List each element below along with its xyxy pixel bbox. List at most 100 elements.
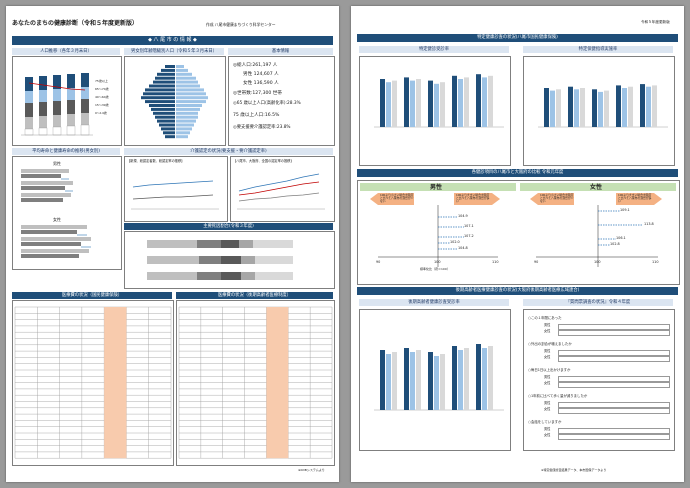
questionnaire-row-label: 男性 [544, 349, 551, 353]
pyramid-female-bar [176, 65, 184, 68]
bar-national [628, 86, 633, 127]
basic-care: ◎要支援要介護認定率:23.8% [233, 125, 291, 130]
male-val-1: 104.9 [458, 214, 468, 218]
questionnaire-row-line [558, 434, 670, 440]
pyramid-male-bar [151, 107, 175, 111]
pyramid-female-bar [176, 111, 198, 115]
life-box: 男性 女性 [12, 156, 122, 270]
axis-100-m: 100 [434, 260, 441, 264]
checkup-sub-1: 特定健診受診率 [359, 46, 509, 53]
male-val-2: 107.1 [464, 224, 474, 228]
bar-yao [404, 77, 409, 127]
pyramid-male-bar [145, 100, 175, 104]
care-line-chart-2 [237, 173, 325, 210]
life-male-label: 男性 [53, 161, 61, 166]
bar-national [488, 75, 493, 127]
author-line: 作成 八尾市健康まちづくり科学センター [206, 22, 276, 27]
female-val-4: 102.8 [610, 242, 620, 246]
elderly-header: 後期高齢者医療健康診査の状況(大阪府後期高齢者医療広域連合) [357, 287, 678, 295]
population-pyramid [141, 65, 208, 139]
questionnaire-item: ○1年前に比べて歩く量が減りましたか [528, 394, 588, 398]
checkup-chart-2 [523, 56, 675, 166]
compare-arrows [370, 193, 662, 267]
bar-national [464, 77, 469, 127]
questionnaire-row-line [558, 402, 670, 408]
checkup-header: 特定健康診査の状況(八尾市国民健康保険) [357, 34, 678, 42]
med-header: 医療費の状況（国民健康保険） [12, 292, 172, 299]
bar-yao [476, 344, 481, 410]
male-val-4: 102.0 [450, 240, 460, 244]
left-page: あなたのまちの健康診断（令和５年度更新版） 作成 八尾市健康まちづくり科学センタ… [6, 6, 339, 482]
questionnaire-row-label: 女性 [544, 407, 551, 411]
population-header: 人口推移（各年３月末日） [12, 48, 120, 55]
compare-box: 男性 女性 100より小さい場合大阪府と比べて八尾市の割合が少ない 100より大… [357, 180, 680, 285]
pyramid-female-bar [176, 96, 208, 100]
population-stacked-bars [21, 73, 93, 136]
pyramid-female-bar [176, 119, 196, 123]
population-chart-box: 75歳以上 65〜74歳 40〜64歳 15〜39歳 0〜14歳 [12, 56, 122, 146]
bar-yao [380, 350, 385, 410]
pop-legend-1: 75歳以上 [95, 79, 108, 83]
bar-osaka [410, 352, 415, 410]
bar-yao [592, 89, 597, 127]
compare-left-box-f: 100より小さい場合大阪府と比べて八尾市の割合が少ない [540, 193, 574, 204]
female-val-1: 109.1 [620, 208, 630, 212]
year-label: 令和５年度更新版 [641, 20, 670, 24]
basic-total: ◎総人口:261,197 人 [233, 63, 278, 68]
pyramid-male-bar [161, 68, 175, 72]
pyramid-male-bar [145, 88, 175, 92]
questionnaire-row-line [558, 376, 670, 382]
pop-legend-3: 40〜64歳 [95, 95, 109, 99]
basic-aging: ◎65 歳以上人口(高齢化率):28.3% [233, 101, 301, 106]
pyramid-male-bar [153, 111, 175, 115]
compare-left-box: 100より小さい場合大阪府と比べて八尾市の割合が少ない [380, 193, 414, 204]
pyramid-male-bar [165, 65, 175, 68]
bar-national [488, 346, 493, 410]
pyramid-male-bar [163, 131, 175, 135]
questionnaire-row-line [558, 356, 670, 362]
axis-90-m: 90 [376, 260, 381, 264]
care-line-chart-1 [131, 180, 219, 210]
death-cause-bars [147, 240, 293, 280]
bar-national [416, 350, 421, 410]
death-header: 主要死因割合(令和３年度) [124, 223, 333, 230]
compare-right-box-f: 100より大きい場合大阪府と比べて八尾市の割合が多い [618, 193, 652, 204]
pyramid-male-bar [153, 80, 175, 84]
bar-national [440, 354, 445, 410]
basic-box: ◎総人口:261,197 人 男性 124,607 人 女性 136,590 人… [228, 56, 335, 146]
pyramid-male-bar [157, 119, 175, 123]
elderly-sub-1: 後期高齢者健康診査受診率 [359, 299, 509, 306]
life-header: 平均寿命と健康寿命の推移(男女別) [12, 148, 120, 155]
pyramid-female-bar [176, 127, 192, 131]
compare-right-box: 100より大きい場合大阪府と比べて八尾市の割合が多い [456, 193, 490, 204]
questionnaire-row-label: 女性 [544, 355, 551, 359]
pyramid-male-bar [143, 92, 175, 96]
basic-header: 基本情報 [228, 48, 333, 55]
bar-osaka [482, 348, 487, 410]
med-table-grid [14, 306, 172, 459]
bar-osaka [550, 90, 555, 127]
questionnaire-row-label: 男性 [544, 401, 551, 405]
pyramid-male-bar [155, 115, 175, 119]
pyramid-female-bar [176, 135, 188, 139]
elderly-bars [374, 344, 504, 411]
questionnaire-row-label: 男性 [544, 375, 551, 379]
pyramid-male-bar [149, 104, 175, 107]
male-banner [360, 183, 516, 191]
compare-header: 各健診項目の八尾市と大阪府の比較 令和元年度 [357, 169, 678, 177]
right-footer: ※特定健康診査結果データ、本市国保データより [541, 468, 607, 472]
bar-yao [544, 88, 549, 127]
axis-mid-m: 標準化比（府＝100） [420, 267, 450, 271]
bar-osaka [598, 91, 603, 127]
bar-yao [428, 80, 433, 127]
bar-osaka [458, 79, 463, 127]
axis-100-f: 100 [594, 260, 601, 264]
pyramid-female-bar [176, 100, 206, 104]
bar-osaka [574, 89, 579, 127]
bar-osaka [434, 83, 439, 127]
bar-osaka [482, 77, 487, 127]
questionnaire-row-label: 女性 [544, 381, 551, 385]
bar-national [604, 90, 609, 127]
pyramid-female-bar [176, 131, 190, 135]
questionnaire-row-label: 女性 [544, 433, 551, 437]
